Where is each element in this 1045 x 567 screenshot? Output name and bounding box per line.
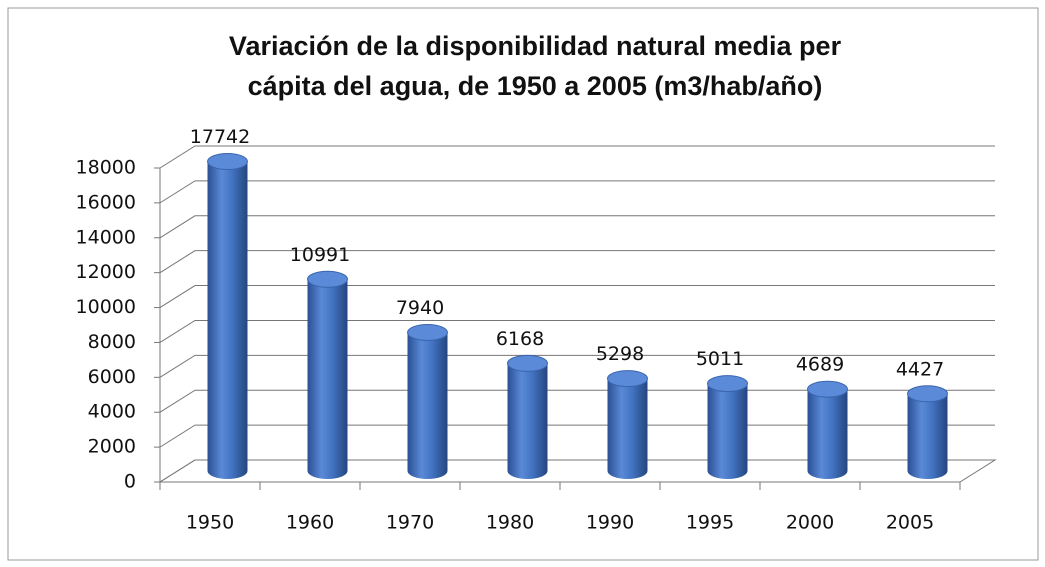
bar: [307, 270, 348, 479]
y-tick-label: 10000: [76, 296, 136, 318]
y-tick-label: 12000: [76, 261, 136, 283]
y-tick-label: 4000: [88, 401, 136, 423]
value-label: 5298: [596, 343, 644, 365]
bar-top: [807, 380, 848, 398]
y-tick-label: 16000: [76, 191, 136, 213]
bar: [907, 385, 948, 479]
x-tick-label: 1950: [186, 512, 234, 534]
y-tick-label: 18000: [76, 157, 136, 179]
bar-body: [907, 393, 948, 479]
bar-top: [907, 385, 948, 403]
bar: [807, 380, 848, 479]
x-tick-label: 2005: [886, 512, 934, 534]
bar-body: [807, 389, 848, 479]
x-tick-label: 1995: [686, 512, 734, 534]
value-label: 7940: [396, 297, 444, 319]
value-label: 10991: [290, 244, 350, 266]
value-label: 5011: [696, 348, 744, 370]
bar-body: [507, 363, 548, 479]
grid-line: [159, 354, 995, 378]
bar: [507, 354, 548, 479]
bar-body: [407, 332, 448, 479]
bar-top: [307, 270, 348, 288]
bar-body: [307, 279, 348, 479]
bar: [607, 370, 648, 479]
bar-body: [207, 161, 248, 479]
y-tick-label: 0: [124, 471, 136, 493]
x-tick-label: 1990: [586, 512, 634, 534]
grid-line: [159, 215, 995, 239]
y-tick-label: 14000: [76, 226, 136, 248]
grid-line: [159, 250, 995, 274]
bar-body: [607, 378, 648, 479]
grid-line: [159, 145, 995, 169]
x-tick-label: 2000: [786, 512, 834, 534]
y-tick-label: 6000: [88, 366, 136, 388]
bar: [707, 375, 748, 479]
bar: [407, 323, 448, 479]
value-label: 4427: [896, 358, 944, 380]
grid-line: [159, 285, 995, 308]
x-tick-label: 1970: [386, 512, 434, 534]
bar-top: [607, 370, 648, 388]
bar-top: [207, 153, 248, 171]
grid-line: [159, 180, 995, 204]
y-tick-label: 2000: [88, 436, 136, 458]
value-label: 6168: [496, 328, 544, 350]
x-tick-label: 1960: [286, 512, 334, 534]
bar-top: [407, 323, 448, 341]
grid-line: [159, 319, 995, 343]
bar-body: [707, 383, 748, 479]
y-tick-label: 8000: [88, 331, 136, 353]
bar-top: [707, 375, 748, 393]
bar: [207, 153, 248, 479]
x-tick-label: 1980: [486, 512, 534, 534]
bar-top: [507, 354, 548, 372]
chart-title: Variación de la disponibilidad natural m…: [229, 31, 842, 101]
value-label: 17742: [190, 126, 250, 148]
value-label: 4689: [796, 354, 844, 376]
